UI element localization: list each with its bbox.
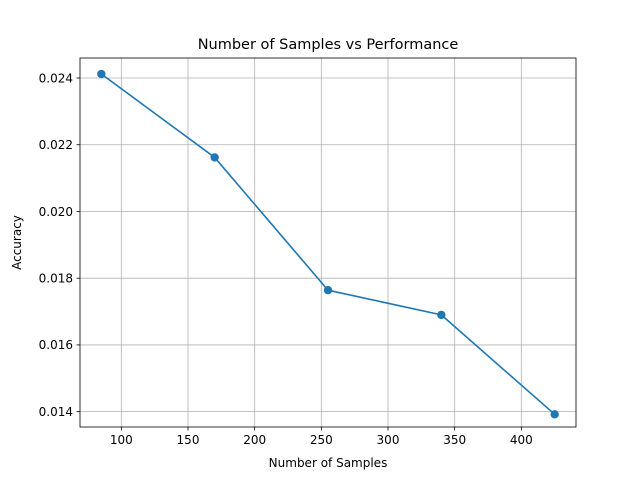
x-tick-label: 300 <box>377 433 400 447</box>
x-tick-label: 350 <box>443 433 466 447</box>
y-tick-label: 0.020 <box>39 205 73 219</box>
data-point <box>437 310 446 320</box>
x-tick-label: 100 <box>110 433 133 447</box>
x-tick-label: 150 <box>177 433 200 447</box>
x-axis-label: Number of Samples <box>269 456 388 470</box>
data-series <box>97 69 559 419</box>
grid-lines <box>80 58 576 427</box>
chart-title: Number of Samples vs Performance <box>198 37 459 53</box>
data-point <box>210 153 219 162</box>
y-tick-label: 0.022 <box>39 138 73 152</box>
data-point <box>323 286 333 295</box>
axes-frame <box>79 57 577 428</box>
data-point <box>97 69 106 79</box>
y-tick-label: 0.018 <box>39 271 73 285</box>
axis-ticks: 100 150 200 250 300 350 400 0.014 0.016 0.018 0.02… <box>39 71 533 447</box>
y-tick-label: 0.024 <box>39 71 73 85</box>
y-tick-label: 0.016 <box>39 338 73 352</box>
data-point <box>550 410 559 419</box>
y-axis-label: Accuracy <box>10 215 24 270</box>
x-tick-label: 200 <box>243 433 266 447</box>
x-tick-label: 400 <box>510 433 533 447</box>
x-tick-label: 250 <box>310 433 333 447</box>
y-tick-label: 0.014 <box>39 405 73 419</box>
